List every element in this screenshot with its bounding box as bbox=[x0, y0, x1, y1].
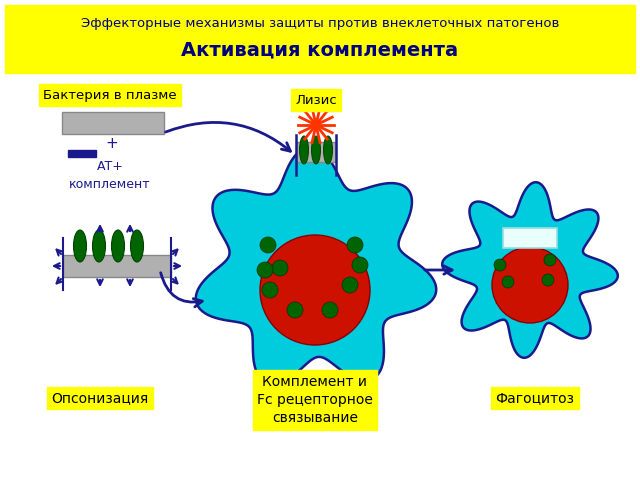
FancyBboxPatch shape bbox=[5, 5, 635, 73]
Circle shape bbox=[272, 260, 288, 276]
Circle shape bbox=[342, 277, 358, 293]
Text: Фагоцитоз: Фагоцитоз bbox=[495, 391, 575, 405]
Text: Эффекторные механизмы защиты против внеклеточных патогенов: Эффекторные механизмы защиты против внек… bbox=[81, 17, 559, 31]
Circle shape bbox=[260, 237, 276, 253]
Text: АТ+
комплемент: АТ+ комплемент bbox=[69, 159, 151, 191]
FancyArrowPatch shape bbox=[161, 273, 202, 307]
Ellipse shape bbox=[93, 230, 106, 262]
FancyArrowPatch shape bbox=[166, 122, 291, 151]
Circle shape bbox=[542, 274, 554, 286]
FancyBboxPatch shape bbox=[503, 228, 557, 248]
Text: Опсонизация: Опсонизация bbox=[51, 391, 148, 405]
Text: Комплемент и
Fc рецепторное
связывание: Комплемент и Fc рецепторное связывание bbox=[257, 374, 373, 425]
Circle shape bbox=[352, 257, 368, 273]
FancyBboxPatch shape bbox=[63, 255, 171, 277]
Text: Лизис: Лизис bbox=[295, 94, 337, 107]
Ellipse shape bbox=[312, 136, 321, 164]
Text: Активация комплемента: Активация комплемента bbox=[181, 40, 459, 60]
Circle shape bbox=[544, 254, 556, 266]
FancyBboxPatch shape bbox=[296, 142, 336, 162]
Circle shape bbox=[494, 259, 506, 271]
Circle shape bbox=[260, 235, 370, 345]
Polygon shape bbox=[442, 182, 618, 358]
Circle shape bbox=[492, 247, 568, 323]
FancyBboxPatch shape bbox=[62, 112, 164, 134]
Ellipse shape bbox=[323, 136, 333, 164]
Circle shape bbox=[347, 237, 363, 253]
Text: +: + bbox=[106, 135, 118, 151]
Ellipse shape bbox=[131, 230, 143, 262]
FancyBboxPatch shape bbox=[68, 150, 96, 157]
Circle shape bbox=[502, 276, 514, 288]
Circle shape bbox=[287, 302, 303, 318]
Ellipse shape bbox=[74, 230, 86, 262]
Circle shape bbox=[257, 262, 273, 278]
Ellipse shape bbox=[111, 230, 125, 262]
Ellipse shape bbox=[300, 136, 308, 164]
Circle shape bbox=[262, 282, 278, 298]
FancyArrowPatch shape bbox=[425, 266, 452, 274]
Text: Бактерия в плазме: Бактерия в плазме bbox=[43, 88, 177, 101]
Circle shape bbox=[322, 302, 338, 318]
Polygon shape bbox=[196, 147, 436, 384]
